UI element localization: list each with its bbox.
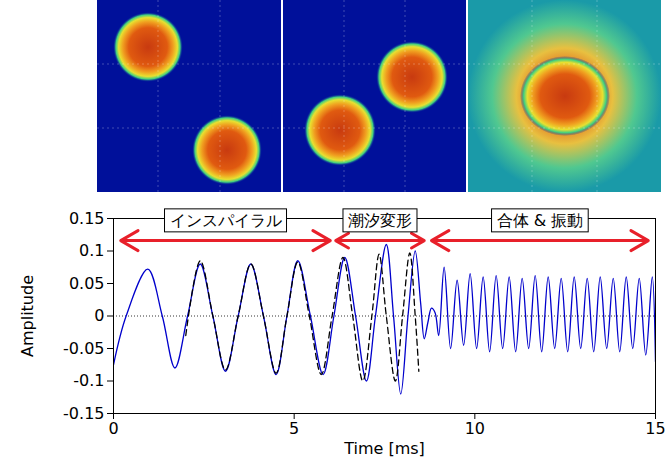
svg-text:0.15: 0.15 xyxy=(69,209,105,228)
svg-text:-0.1: -0.1 xyxy=(73,371,104,390)
svg-text:0: 0 xyxy=(108,419,118,438)
svg-text:15: 15 xyxy=(645,419,665,438)
svg-text:-0.05: -0.05 xyxy=(63,339,104,358)
svg-text:0: 0 xyxy=(94,306,104,325)
svg-text:Time [ms]: Time [ms] xyxy=(343,439,425,458)
svg-text:Amplitude: Amplitude xyxy=(18,275,37,357)
svg-text:5: 5 xyxy=(289,419,299,438)
svg-text:合体 & 振動: 合体 & 振動 xyxy=(497,211,584,230)
svg-text:潮汐変形: 潮汐変形 xyxy=(348,211,412,230)
svg-text:インスパイラル: インスパイラル xyxy=(170,211,282,230)
svg-text:0.1: 0.1 xyxy=(79,241,104,260)
svg-text:0.05: 0.05 xyxy=(69,274,105,293)
svg-text:-0.15: -0.15 xyxy=(63,404,104,423)
svg-text:10: 10 xyxy=(465,419,485,438)
